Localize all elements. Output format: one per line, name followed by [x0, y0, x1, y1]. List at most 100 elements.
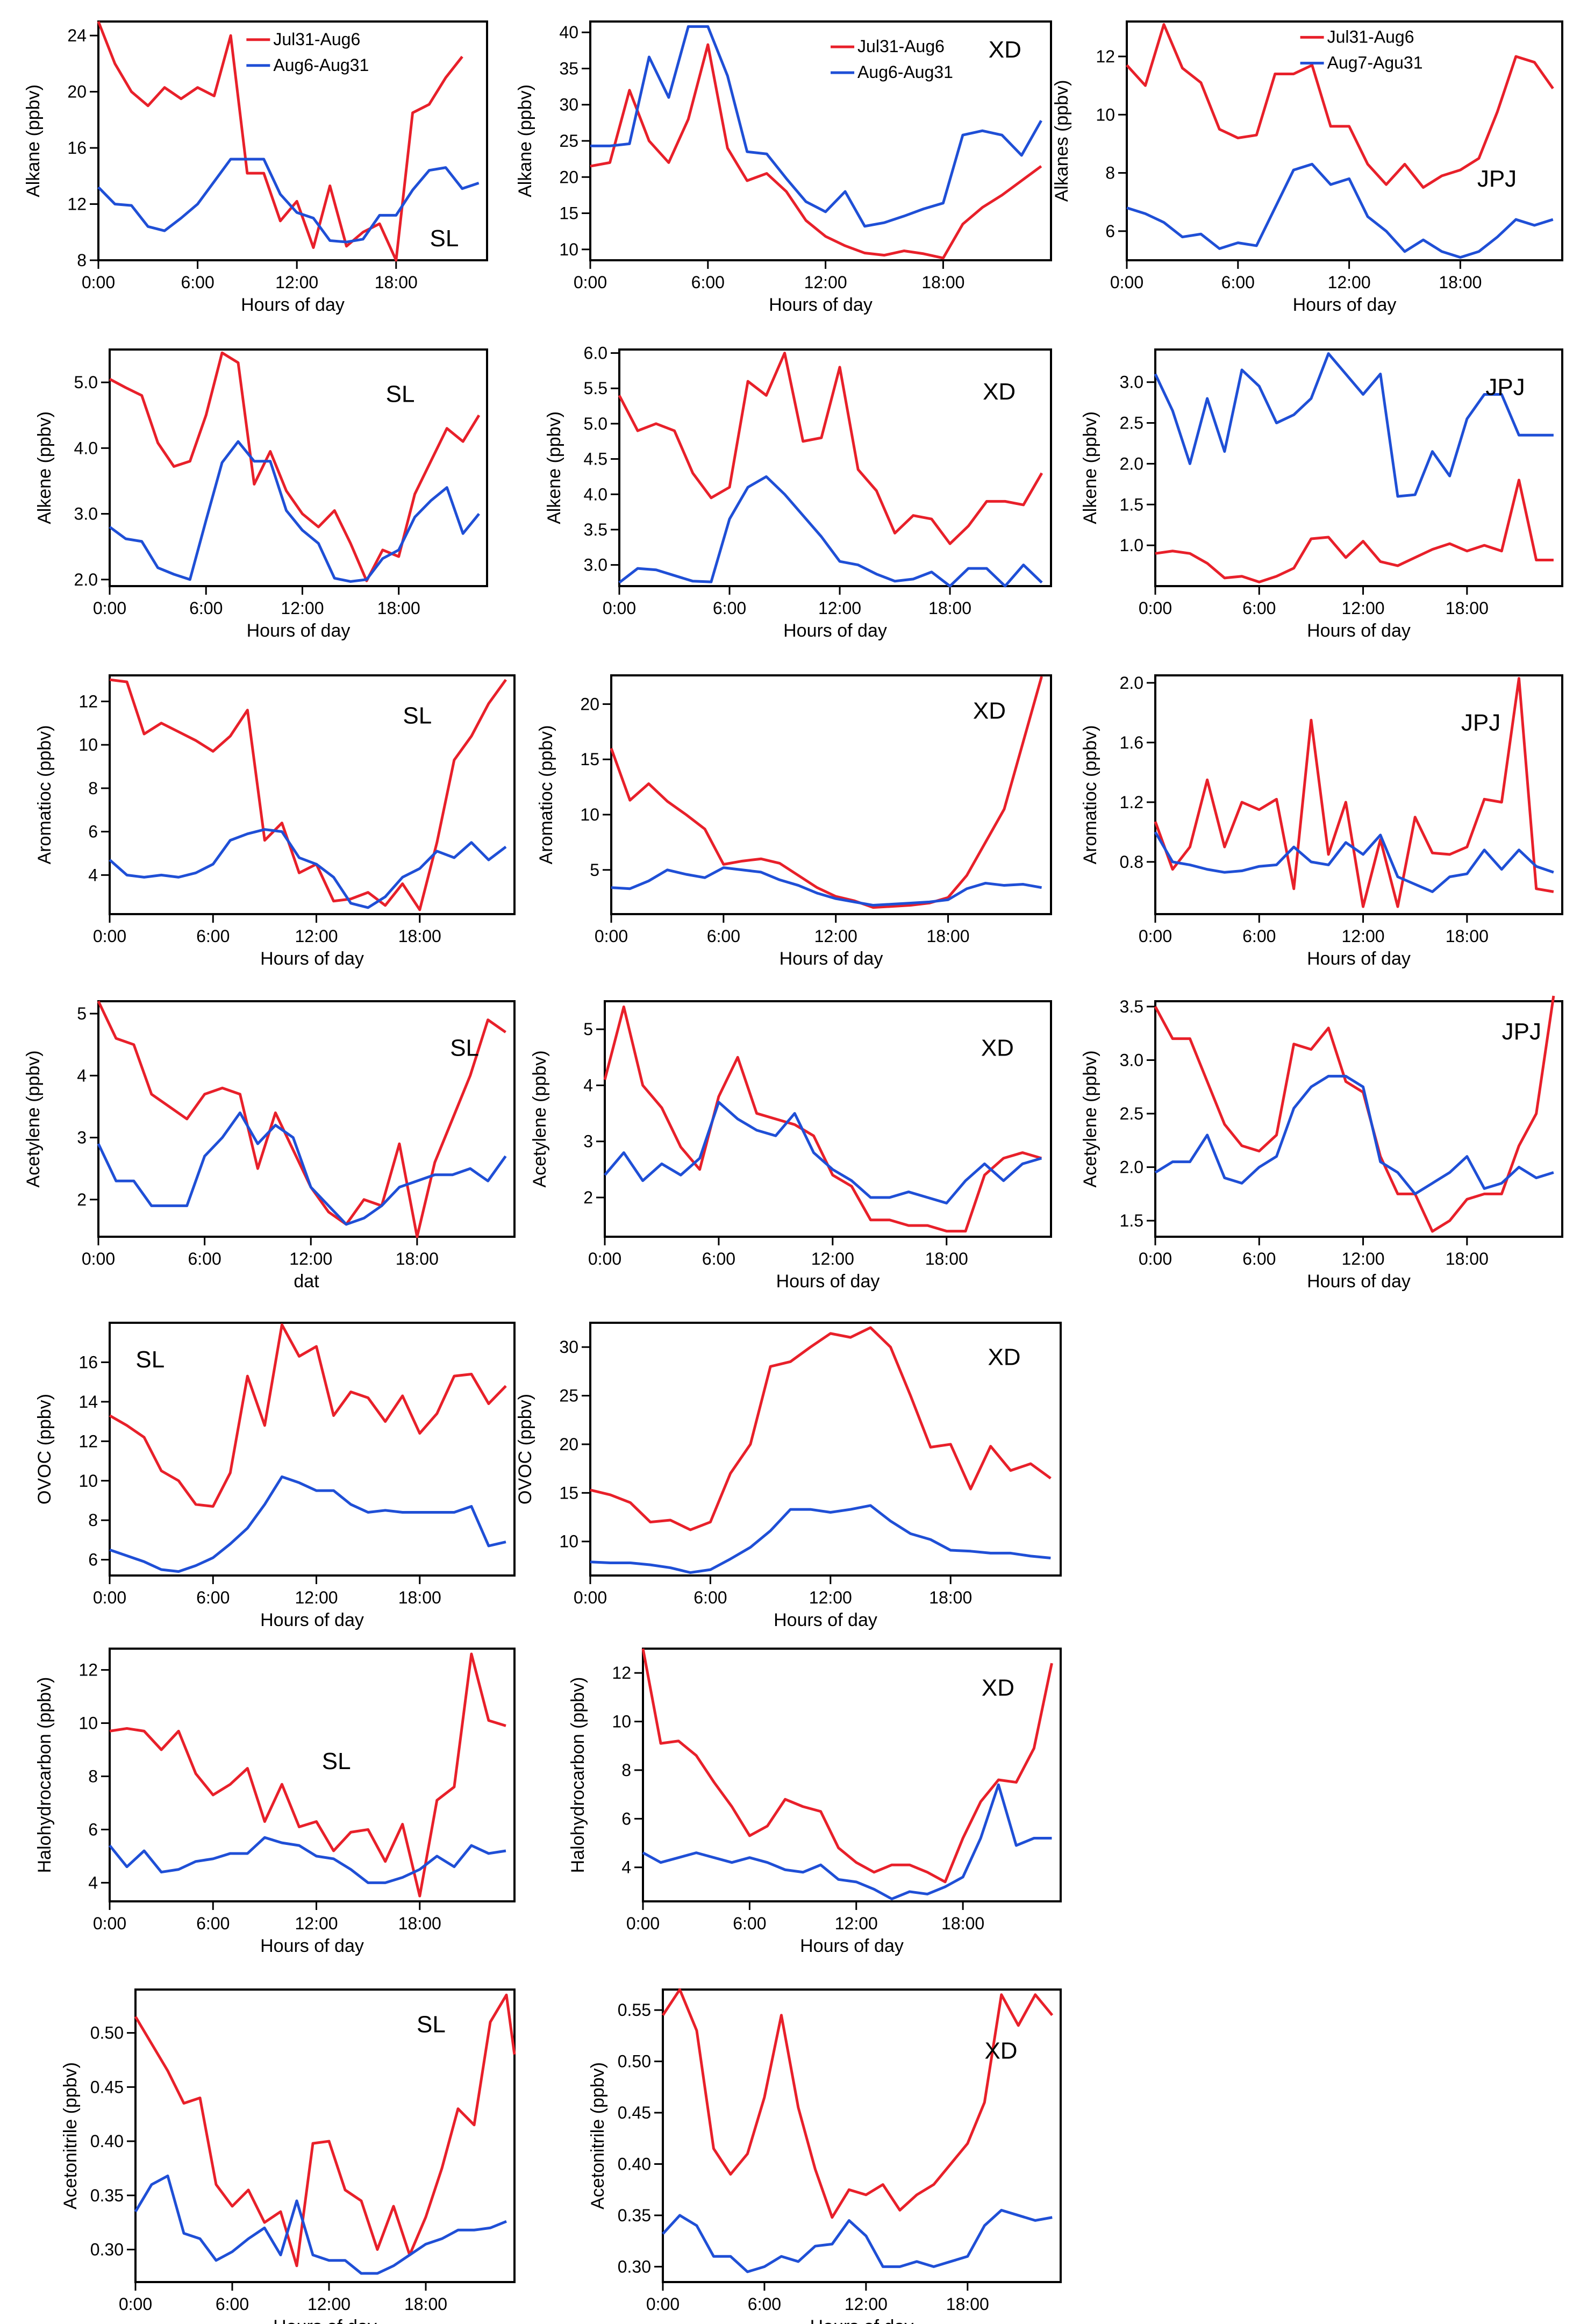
chart-panel-13: 0:00 6:00 12:00 18:00 6 8 10 12 14 16 Hours of day… — [34, 1322, 516, 1630]
x-tick-label: 18:00 — [398, 1588, 441, 1607]
plot-frame — [109, 1322, 516, 1577]
x-tick-label: 12:00 — [818, 598, 861, 618]
x-tick-label: 12:00 — [308, 2294, 351, 2314]
x-tick-label: 18:00 — [929, 1588, 972, 1607]
x-tick-label: 12:00 — [275, 273, 318, 292]
x-axis-label: Hours of day — [774, 1610, 877, 1630]
x-tick-label: 12:00 — [814, 926, 857, 946]
x-axis-label: Hours of day — [1307, 1271, 1411, 1292]
y-tick-label: 8 — [1105, 163, 1115, 183]
series-line-period-2 — [1154, 831, 1554, 893]
station-label: SL — [386, 381, 415, 408]
series-line-period-2 — [604, 1101, 1042, 1204]
x-tick-label: 12:00 — [809, 1588, 852, 1607]
x-tick-label: 18:00 — [398, 926, 441, 946]
y-axis-label: Alkane (ppbv) — [515, 84, 535, 197]
y-tick-label: 4.5 — [584, 450, 607, 469]
x-tick-label: 12:00 — [845, 2294, 888, 2314]
x-tick-label: 12:00 — [289, 1249, 332, 1268]
chart-panel-6: 0:00 6:00 12:00 18:00 1.0 1.5 2.0 2.5 3.0 Hours o… — [1080, 348, 1563, 641]
station-label: XD — [982, 1675, 1014, 1701]
station-label: XD — [989, 37, 1021, 63]
y-tick-label: 0.40 — [90, 2131, 124, 2151]
y-tick-label: 0.45 — [90, 2077, 124, 2097]
plot-frame — [1126, 20, 1563, 261]
y-tick-label: 2 — [77, 1190, 87, 1209]
x-tick-label: 12:00 — [281, 598, 324, 618]
y-tick-label: 25 — [559, 1386, 578, 1406]
x-tick-label: 6:00 — [196, 926, 230, 946]
y-tick-label: 0.35 — [90, 2186, 124, 2205]
y-tick-label: 3.0 — [1120, 1051, 1143, 1070]
x-axis-label: Hours of day — [241, 295, 345, 315]
y-tick-label: 16 — [78, 1352, 98, 1372]
y-axis-label: Acetylene (ppbv) — [530, 1050, 550, 1187]
y-tick-label: 3.0 — [1120, 373, 1143, 392]
y-tick-label: 20 — [559, 167, 578, 187]
y-tick-label: 8 — [88, 1766, 98, 1786]
y-tick-label: 0.50 — [90, 2023, 124, 2043]
x-tick-label: 6:00 — [713, 598, 746, 618]
y-tick-label: 12 — [78, 1660, 98, 1680]
series-line-period-1 — [109, 351, 481, 582]
station-label: JPJ — [1461, 710, 1500, 736]
legend-label: Jul31-Aug6 — [273, 30, 360, 49]
y-axis-label: Aromatioc (ppbv) — [536, 725, 556, 865]
plot-frame — [589, 20, 1052, 261]
x-tick-label: 18:00 — [404, 2294, 447, 2314]
plot-frame — [618, 348, 1052, 587]
y-tick-label: 30 — [559, 95, 578, 115]
plot-frame — [109, 1648, 516, 1902]
series-line-period-2 — [611, 866, 1042, 907]
x-axis-label: Hours of day — [800, 1936, 904, 1956]
y-tick-label: 10 — [559, 1532, 578, 1551]
series-line-period-2 — [109, 1836, 506, 1884]
x-tick-label: 6:00 — [216, 2294, 249, 2314]
series-line-period-1 — [109, 678, 507, 911]
series-line-period-2 — [590, 1504, 1051, 1574]
series-line-period-1 — [1126, 23, 1554, 189]
y-tick-label: 0.50 — [618, 2052, 651, 2071]
chart-panel-2: 0:00 6:00 12:00 18:00 10 15 20 25 30 35 40 Hours of… — [515, 20, 1052, 315]
y-tick-label: 2.0 — [1120, 673, 1143, 693]
y-tick-label: 4 — [88, 865, 98, 885]
x-tick-label: 0:00 — [646, 2294, 680, 2314]
y-tick-label: 1.0 — [1120, 536, 1143, 555]
station-label: JPJ — [1502, 1018, 1541, 1045]
series-line-period-1 — [1154, 677, 1554, 908]
x-tick-label: 6:00 — [188, 1249, 221, 1268]
station-label: XD — [973, 697, 1006, 724]
y-tick-label: 12 — [1096, 47, 1115, 66]
y-tick-label: 3.5 — [584, 520, 607, 539]
chart-panel-18: 0:00 6:00 12:00 18:00 0.30 0.35 0.40 0.45 0.50 0.… — [588, 1988, 1062, 2324]
chart-panel-7: 0:00 6:00 12:00 18:00 4 6 8 10 12 Hours of day Aro… — [34, 674, 516, 969]
plot-frame — [610, 674, 1052, 915]
y-tick-label: 2.5 — [1120, 1104, 1143, 1123]
series-line-period-2 — [109, 1475, 506, 1573]
y-tick-label: 0.40 — [618, 2154, 651, 2173]
x-tick-label: 0:00 — [82, 1249, 115, 1268]
x-tick-label: 18:00 — [1446, 1249, 1489, 1268]
x-tick-label: 18:00 — [941, 1914, 984, 1933]
series-line-period-1 — [603, 1005, 1042, 1233]
station-label: XD — [984, 2037, 1017, 2064]
x-tick-label: 12:00 — [811, 1249, 854, 1268]
y-tick-label: 5.0 — [74, 373, 98, 392]
x-tick-label: 18:00 — [925, 1249, 968, 1268]
y-tick-label: 4 — [77, 1066, 87, 1085]
y-tick-label: 1.2 — [1120, 793, 1143, 812]
y-tick-label: 40 — [559, 23, 578, 42]
x-tick-label: 12:00 — [835, 1914, 878, 1933]
x-tick-label: 0:00 — [93, 598, 126, 618]
plot-frame — [97, 20, 488, 261]
x-tick-label: 12:00 — [295, 926, 338, 946]
chart-panel-16: 0:00 6:00 12:00 18:00 4 6 8 10 12 Hours of day Hal… — [568, 1648, 1062, 1956]
y-axis-label: Alkene (ppbv) — [1080, 411, 1100, 524]
x-tick-label: 18:00 — [398, 1914, 441, 1933]
x-tick-label: 6:00 — [748, 2294, 781, 2314]
y-tick-label: 6 — [1105, 222, 1115, 241]
plot-frame — [109, 674, 516, 915]
x-tick-label: 12:00 — [1328, 273, 1371, 292]
station-label: JPJ — [1485, 374, 1525, 400]
series-line-period-2 — [97, 1111, 507, 1226]
